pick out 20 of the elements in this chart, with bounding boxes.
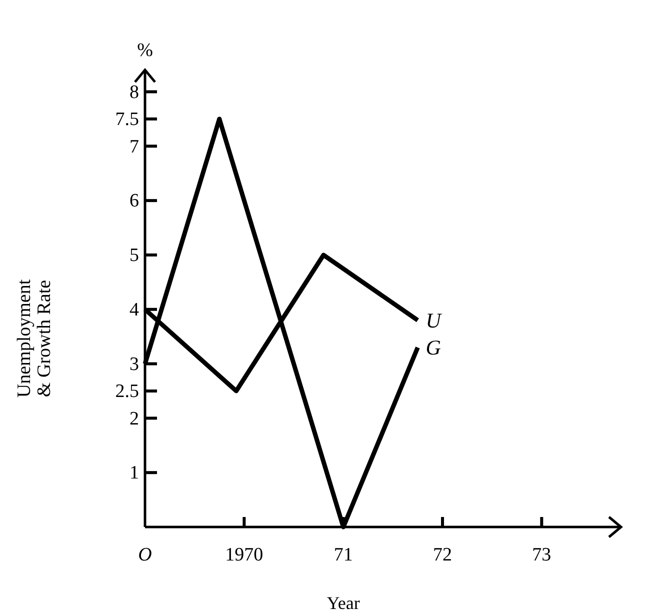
x-tick-label: 1970 xyxy=(225,544,264,566)
y-tick-label: 7 xyxy=(130,136,139,158)
y-axis-title: Unemployment & Growth Rate xyxy=(14,278,55,398)
y-tick-label: 8 xyxy=(130,82,139,103)
y-tick-label: 2.5 xyxy=(115,381,139,402)
x-tick-label: 72 xyxy=(433,544,452,566)
x-axis-title: Year xyxy=(326,593,360,613)
y-tick-label: 3 xyxy=(130,354,139,375)
x-tick-label: 73 xyxy=(532,544,552,566)
y-tick-label: 2 xyxy=(130,408,139,430)
y-tick-label: 7.5 xyxy=(115,109,139,130)
y-tick-label: 1 xyxy=(130,462,139,484)
y-tick-label: 5 xyxy=(130,245,139,266)
x-tick-label: 71 xyxy=(334,544,353,566)
series-label: U xyxy=(426,308,443,332)
x-tick-label: O xyxy=(138,544,152,566)
y-tick-label: 6 xyxy=(130,190,139,212)
series-label: G xyxy=(426,335,441,360)
y-tick-label: 4 xyxy=(130,299,140,320)
text: % xyxy=(137,40,154,61)
